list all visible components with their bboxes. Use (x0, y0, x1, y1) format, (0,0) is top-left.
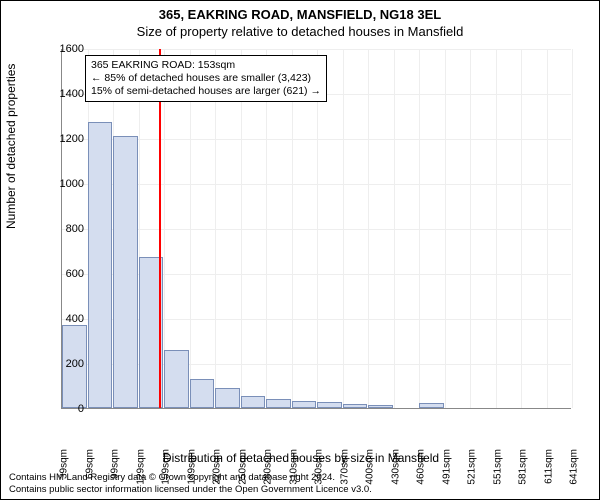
annotation-line-2: ← 85% of detached houses are smaller (3,… (91, 72, 321, 85)
ytick-label: 200 (44, 358, 84, 370)
footer-line-2: Contains public sector information licen… (9, 484, 372, 495)
gridline-vertical (521, 49, 522, 408)
gridline-vertical (215, 49, 216, 408)
gridline-vertical (266, 49, 267, 408)
ytick-label: 600 (44, 268, 84, 280)
gridline-vertical (419, 49, 420, 408)
gridline-vertical (496, 49, 497, 408)
reference-line (159, 49, 161, 408)
histogram-bar (215, 388, 240, 408)
ytick-label: 1600 (44, 43, 84, 55)
ytick-label: 1400 (44, 88, 84, 100)
histogram-bar (190, 379, 215, 408)
annotation-line-1: 365 EAKRING ROAD: 153sqm (91, 59, 321, 72)
gridline-vertical (343, 49, 344, 408)
histogram-bar (241, 396, 266, 408)
footer-attribution: Contains HM Land Registry data © Crown c… (9, 472, 372, 495)
gridline-vertical (470, 49, 471, 408)
annotation-box: 365 EAKRING ROAD: 153sqm ← 85% of detach… (85, 55, 327, 102)
ytick-label: 1200 (44, 133, 84, 145)
footer-line-1: Contains HM Land Registry data © Crown c… (9, 472, 372, 483)
ytick-label: 400 (44, 313, 84, 325)
ytick-label: 1000 (44, 178, 84, 190)
gridline-vertical (190, 49, 191, 408)
gridline-vertical (445, 49, 446, 408)
histogram-bar (292, 401, 317, 408)
gridline-vertical (547, 49, 548, 408)
histogram-bar (419, 403, 444, 408)
histogram-bar (317, 402, 342, 408)
histogram-bar (266, 399, 291, 408)
histogram-bar (343, 404, 368, 408)
gridline-vertical (317, 49, 318, 408)
gridline-vertical (241, 49, 242, 408)
ytick-label: 0 (44, 403, 84, 415)
gridline-vertical (394, 49, 395, 408)
histogram-bar (113, 136, 138, 408)
y-axis-label: Number of detached properties (4, 64, 18, 229)
annotation-line-3: 15% of semi-detached houses are larger (… (91, 85, 321, 98)
chart-address-title: 365, EAKRING ROAD, MANSFIELD, NG18 3EL (1, 1, 599, 22)
gridline-vertical (292, 49, 293, 408)
gridline-vertical (572, 49, 573, 408)
ytick-label: 800 (44, 223, 84, 235)
histogram-bar (368, 405, 393, 408)
histogram-bar (88, 122, 113, 408)
gridline-vertical (368, 49, 369, 408)
x-axis-label: Distribution of detached houses by size … (1, 451, 600, 465)
chart-subtitle: Size of property relative to detached ho… (1, 22, 599, 39)
plot-area (61, 49, 571, 409)
histogram-bar (164, 350, 189, 409)
